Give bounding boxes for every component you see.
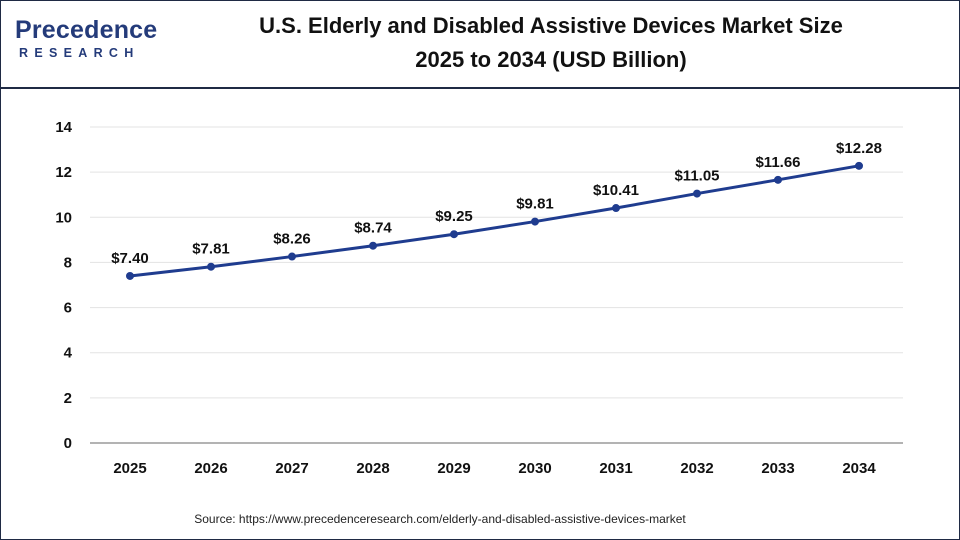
data-point-2034 bbox=[855, 161, 863, 170]
header: Precedence RESEARCH U.S. Elderly and Dis… bbox=[1, 1, 959, 89]
x-tick-label-2030: 2030 bbox=[518, 460, 551, 477]
chart-title-line-1: U.S. Elderly and Disabled Assistive Devi… bbox=[259, 13, 843, 38]
data-point-2030 bbox=[531, 217, 539, 226]
y-tick-label-6: 6 bbox=[64, 300, 72, 317]
x-tick-label-2027: 2027 bbox=[275, 460, 308, 477]
x-tick-label-2028: 2028 bbox=[356, 460, 389, 477]
y-tick-label-14: 14 bbox=[55, 119, 72, 136]
data-point-2033 bbox=[774, 175, 782, 184]
data-point-2031 bbox=[612, 204, 620, 213]
data-label-2028: $8.74 bbox=[354, 220, 392, 237]
x-tick-label-2033: 2033 bbox=[761, 460, 794, 477]
data-label-2030: $9.81 bbox=[516, 196, 554, 213]
x-tick-label-2031: 2031 bbox=[599, 460, 632, 477]
data-point-2027 bbox=[288, 252, 296, 261]
data-label-2034: $12.28 bbox=[836, 140, 882, 157]
y-tick-label-4: 4 bbox=[64, 345, 73, 362]
y-tick-label-0: 0 bbox=[64, 435, 72, 452]
y-tick-label-2: 2 bbox=[64, 390, 72, 407]
data-point-2025 bbox=[126, 271, 134, 280]
y-tick-label-10: 10 bbox=[55, 209, 72, 226]
y-tick-label-12: 12 bbox=[55, 164, 72, 181]
x-tick-label-2025: 2025 bbox=[113, 460, 146, 477]
logo-wordmark: Precedence bbox=[15, 16, 158, 44]
chart-title: U.S. Elderly and Disabled Assistive Devi… bbox=[181, 9, 921, 77]
x-tick-label-2032: 2032 bbox=[680, 460, 713, 477]
chart-title-line-2: 2025 to 2034 (USD Billion) bbox=[415, 47, 687, 72]
data-point-2028 bbox=[369, 241, 377, 250]
data-label-2025: $7.40 bbox=[111, 250, 149, 267]
series-line bbox=[128, 164, 861, 278]
data-point-2026 bbox=[207, 262, 215, 271]
x-tick-label-2029: 2029 bbox=[437, 460, 470, 477]
data-label-2032: $11.05 bbox=[674, 168, 719, 185]
y-tick-label-8: 8 bbox=[64, 254, 72, 271]
data-label-2026: $7.81 bbox=[192, 241, 230, 258]
x-tick-label-2026: 2026 bbox=[194, 460, 227, 477]
data-label-2029: $9.25 bbox=[435, 208, 473, 225]
source-note: Source: https://www.precedenceresearch.c… bbox=[194, 512, 686, 526]
logo-subtitle: RESEARCH bbox=[19, 46, 140, 60]
data-point-2032 bbox=[693, 189, 701, 198]
data-point-2029 bbox=[450, 230, 458, 239]
data-label-2027: $8.26 bbox=[273, 231, 311, 248]
x-tick-label-2034: 2034 bbox=[842, 460, 876, 477]
brand-logo: Precedence RESEARCH bbox=[15, 15, 165, 67]
data-label-2033: $11.66 bbox=[755, 154, 800, 171]
data-label-2031: $10.41 bbox=[593, 182, 639, 199]
